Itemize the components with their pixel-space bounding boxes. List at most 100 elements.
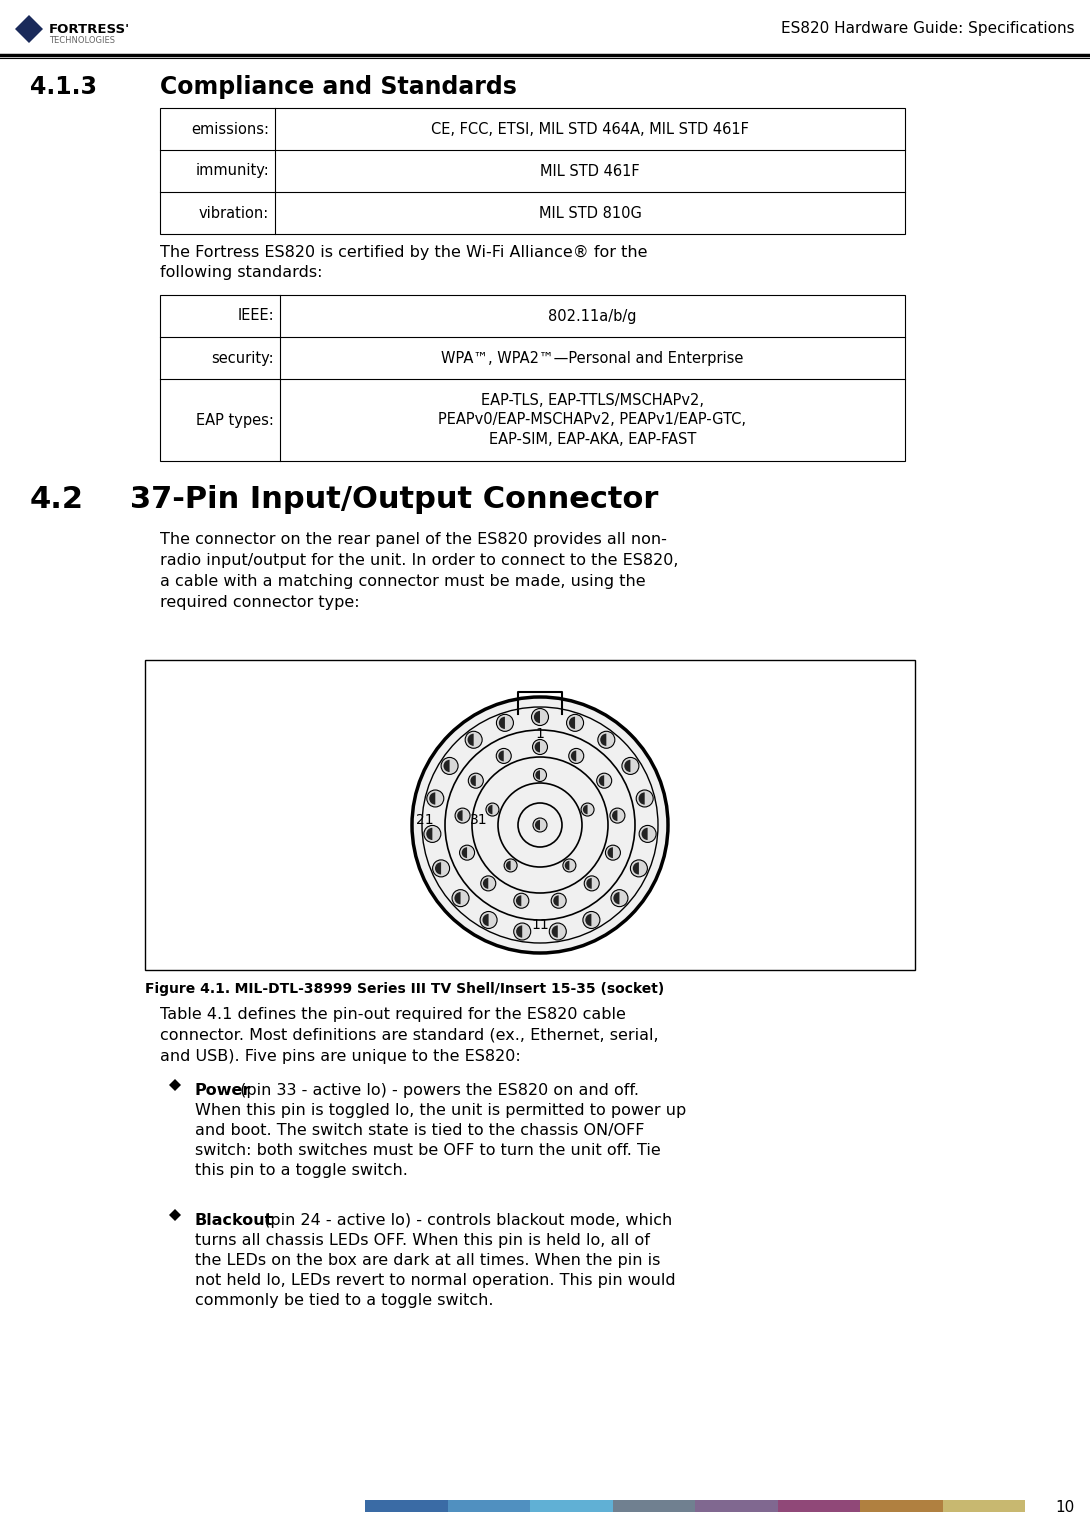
Text: 31: 31	[471, 813, 488, 826]
Wedge shape	[534, 741, 540, 752]
Circle shape	[569, 749, 584, 764]
Wedge shape	[506, 861, 510, 871]
Circle shape	[460, 845, 474, 860]
Bar	[365, 1501, 448, 1511]
Text: MIL STD 461F: MIL STD 461F	[541, 163, 640, 178]
Circle shape	[639, 825, 656, 842]
Bar	[943, 1501, 1025, 1511]
Circle shape	[637, 790, 653, 807]
Bar	[160, 108, 905, 234]
Bar	[145, 661, 915, 970]
Circle shape	[552, 893, 566, 909]
Circle shape	[567, 714, 583, 732]
Wedge shape	[639, 793, 644, 805]
Circle shape	[622, 758, 639, 775]
Circle shape	[452, 890, 469, 907]
Circle shape	[610, 808, 625, 823]
Text: not held lo, LEDs revert to normal operation. This pin would: not held lo, LEDs revert to normal opera…	[195, 1272, 676, 1288]
Text: MIL STD 810G: MIL STD 810G	[538, 205, 641, 221]
Circle shape	[496, 714, 513, 732]
Circle shape	[533, 817, 547, 833]
Text: 10: 10	[1056, 1501, 1075, 1516]
Text: 1: 1	[535, 728, 544, 741]
Wedge shape	[598, 775, 604, 785]
Text: Compliance and Standards: Compliance and Standards	[160, 75, 517, 99]
Circle shape	[427, 790, 444, 807]
Text: 37-Pin Input/Output Connector: 37-Pin Input/Output Connector	[130, 486, 658, 514]
Text: TECHNOLOGIES: TECHNOLOGIES	[49, 37, 116, 46]
Wedge shape	[583, 805, 588, 814]
Wedge shape	[457, 810, 462, 820]
Text: security:: security:	[211, 350, 274, 365]
Wedge shape	[426, 828, 433, 840]
Wedge shape	[483, 913, 488, 925]
Wedge shape	[571, 750, 577, 761]
Wedge shape	[642, 828, 647, 840]
Wedge shape	[611, 810, 617, 820]
Wedge shape	[499, 717, 505, 729]
Text: 802.11a/b/g: 802.11a/b/g	[548, 309, 637, 324]
Circle shape	[533, 769, 546, 781]
Circle shape	[504, 858, 517, 872]
Wedge shape	[633, 863, 639, 875]
Text: IEEE:: IEEE:	[238, 309, 274, 324]
Bar	[695, 1501, 777, 1511]
Wedge shape	[468, 734, 474, 746]
Polygon shape	[15, 15, 43, 43]
Text: FORTRESS': FORTRESS'	[49, 23, 130, 37]
Wedge shape	[601, 734, 606, 746]
Bar	[160, 295, 905, 461]
Circle shape	[496, 749, 511, 764]
Circle shape	[469, 773, 483, 788]
Wedge shape	[455, 892, 461, 904]
Wedge shape	[487, 805, 493, 814]
Circle shape	[596, 773, 611, 788]
Circle shape	[513, 922, 531, 941]
Wedge shape	[483, 878, 488, 889]
Wedge shape	[585, 913, 592, 925]
Wedge shape	[554, 895, 559, 906]
Text: emissions:: emissions:	[191, 122, 269, 137]
Bar	[860, 1501, 943, 1511]
Circle shape	[441, 758, 458, 775]
Text: WPA™, WPA2™—Personal and Enterprise: WPA™, WPA2™—Personal and Enterprise	[441, 350, 743, 365]
Text: When this pin is toggled lo, the unit is permitted to power up: When this pin is toggled lo, the unit is…	[195, 1103, 687, 1119]
Wedge shape	[516, 895, 521, 906]
Wedge shape	[444, 759, 449, 772]
Text: Figure 4.1.: Figure 4.1.	[145, 982, 230, 995]
Bar	[448, 1501, 530, 1511]
Circle shape	[481, 875, 496, 890]
Wedge shape	[429, 793, 435, 805]
Bar	[530, 1501, 613, 1511]
Wedge shape	[565, 861, 569, 871]
Circle shape	[513, 893, 529, 909]
Text: 11: 11	[531, 918, 549, 931]
Wedge shape	[435, 863, 441, 875]
Text: The Fortress ES820 is certified by the Wi-Fi Alliance® for the: The Fortress ES820 is certified by the W…	[160, 245, 647, 260]
Text: EAP-TLS, EAP-TTLS/MSCHAPv2,
PEAPv0/EAP-MSCHAPv2, PEAPv1/EAP-GTC,
EAP-SIM, EAP-AK: EAP-TLS, EAP-TTLS/MSCHAPv2, PEAPv0/EAP-M…	[438, 393, 747, 447]
Wedge shape	[625, 759, 630, 772]
Text: CE, FCC, ETSI, MIL STD 464A, MIL STD 461F: CE, FCC, ETSI, MIL STD 464A, MIL STD 461…	[431, 122, 749, 137]
Text: The connector on the rear panel of the ES820 provides all non-
radio input/outpu: The connector on the rear panel of the E…	[160, 533, 678, 610]
Wedge shape	[607, 848, 613, 858]
Text: turns all chassis LEDs OFF. When this pin is held lo, all of: turns all chassis LEDs OFF. When this pi…	[195, 1233, 650, 1248]
Wedge shape	[498, 750, 504, 761]
Circle shape	[465, 731, 482, 749]
Wedge shape	[535, 770, 540, 779]
Text: 4.2: 4.2	[31, 486, 84, 514]
Text: (pin 24 - active lo) - controls blackout mode, which: (pin 24 - active lo) - controls blackout…	[259, 1213, 673, 1228]
Text: Table 4.1 defines the pin-out required for the ES820 cable
connector. Most defin: Table 4.1 defines the pin-out required f…	[160, 1008, 658, 1064]
Circle shape	[611, 890, 628, 907]
Circle shape	[480, 912, 497, 928]
Polygon shape	[169, 1208, 181, 1221]
Wedge shape	[552, 925, 558, 938]
Text: 4.1.3: 4.1.3	[31, 75, 97, 99]
Wedge shape	[586, 878, 592, 889]
Text: EAP types:: EAP types:	[196, 412, 274, 428]
Text: (pin 33 - active lo) - powers the ES820 on and off.: (pin 33 - active lo) - powers the ES820 …	[235, 1084, 639, 1097]
Circle shape	[630, 860, 647, 877]
Text: Power: Power	[195, 1084, 252, 1097]
Text: immunity:: immunity:	[195, 163, 269, 178]
Circle shape	[562, 858, 576, 872]
Circle shape	[583, 912, 600, 928]
